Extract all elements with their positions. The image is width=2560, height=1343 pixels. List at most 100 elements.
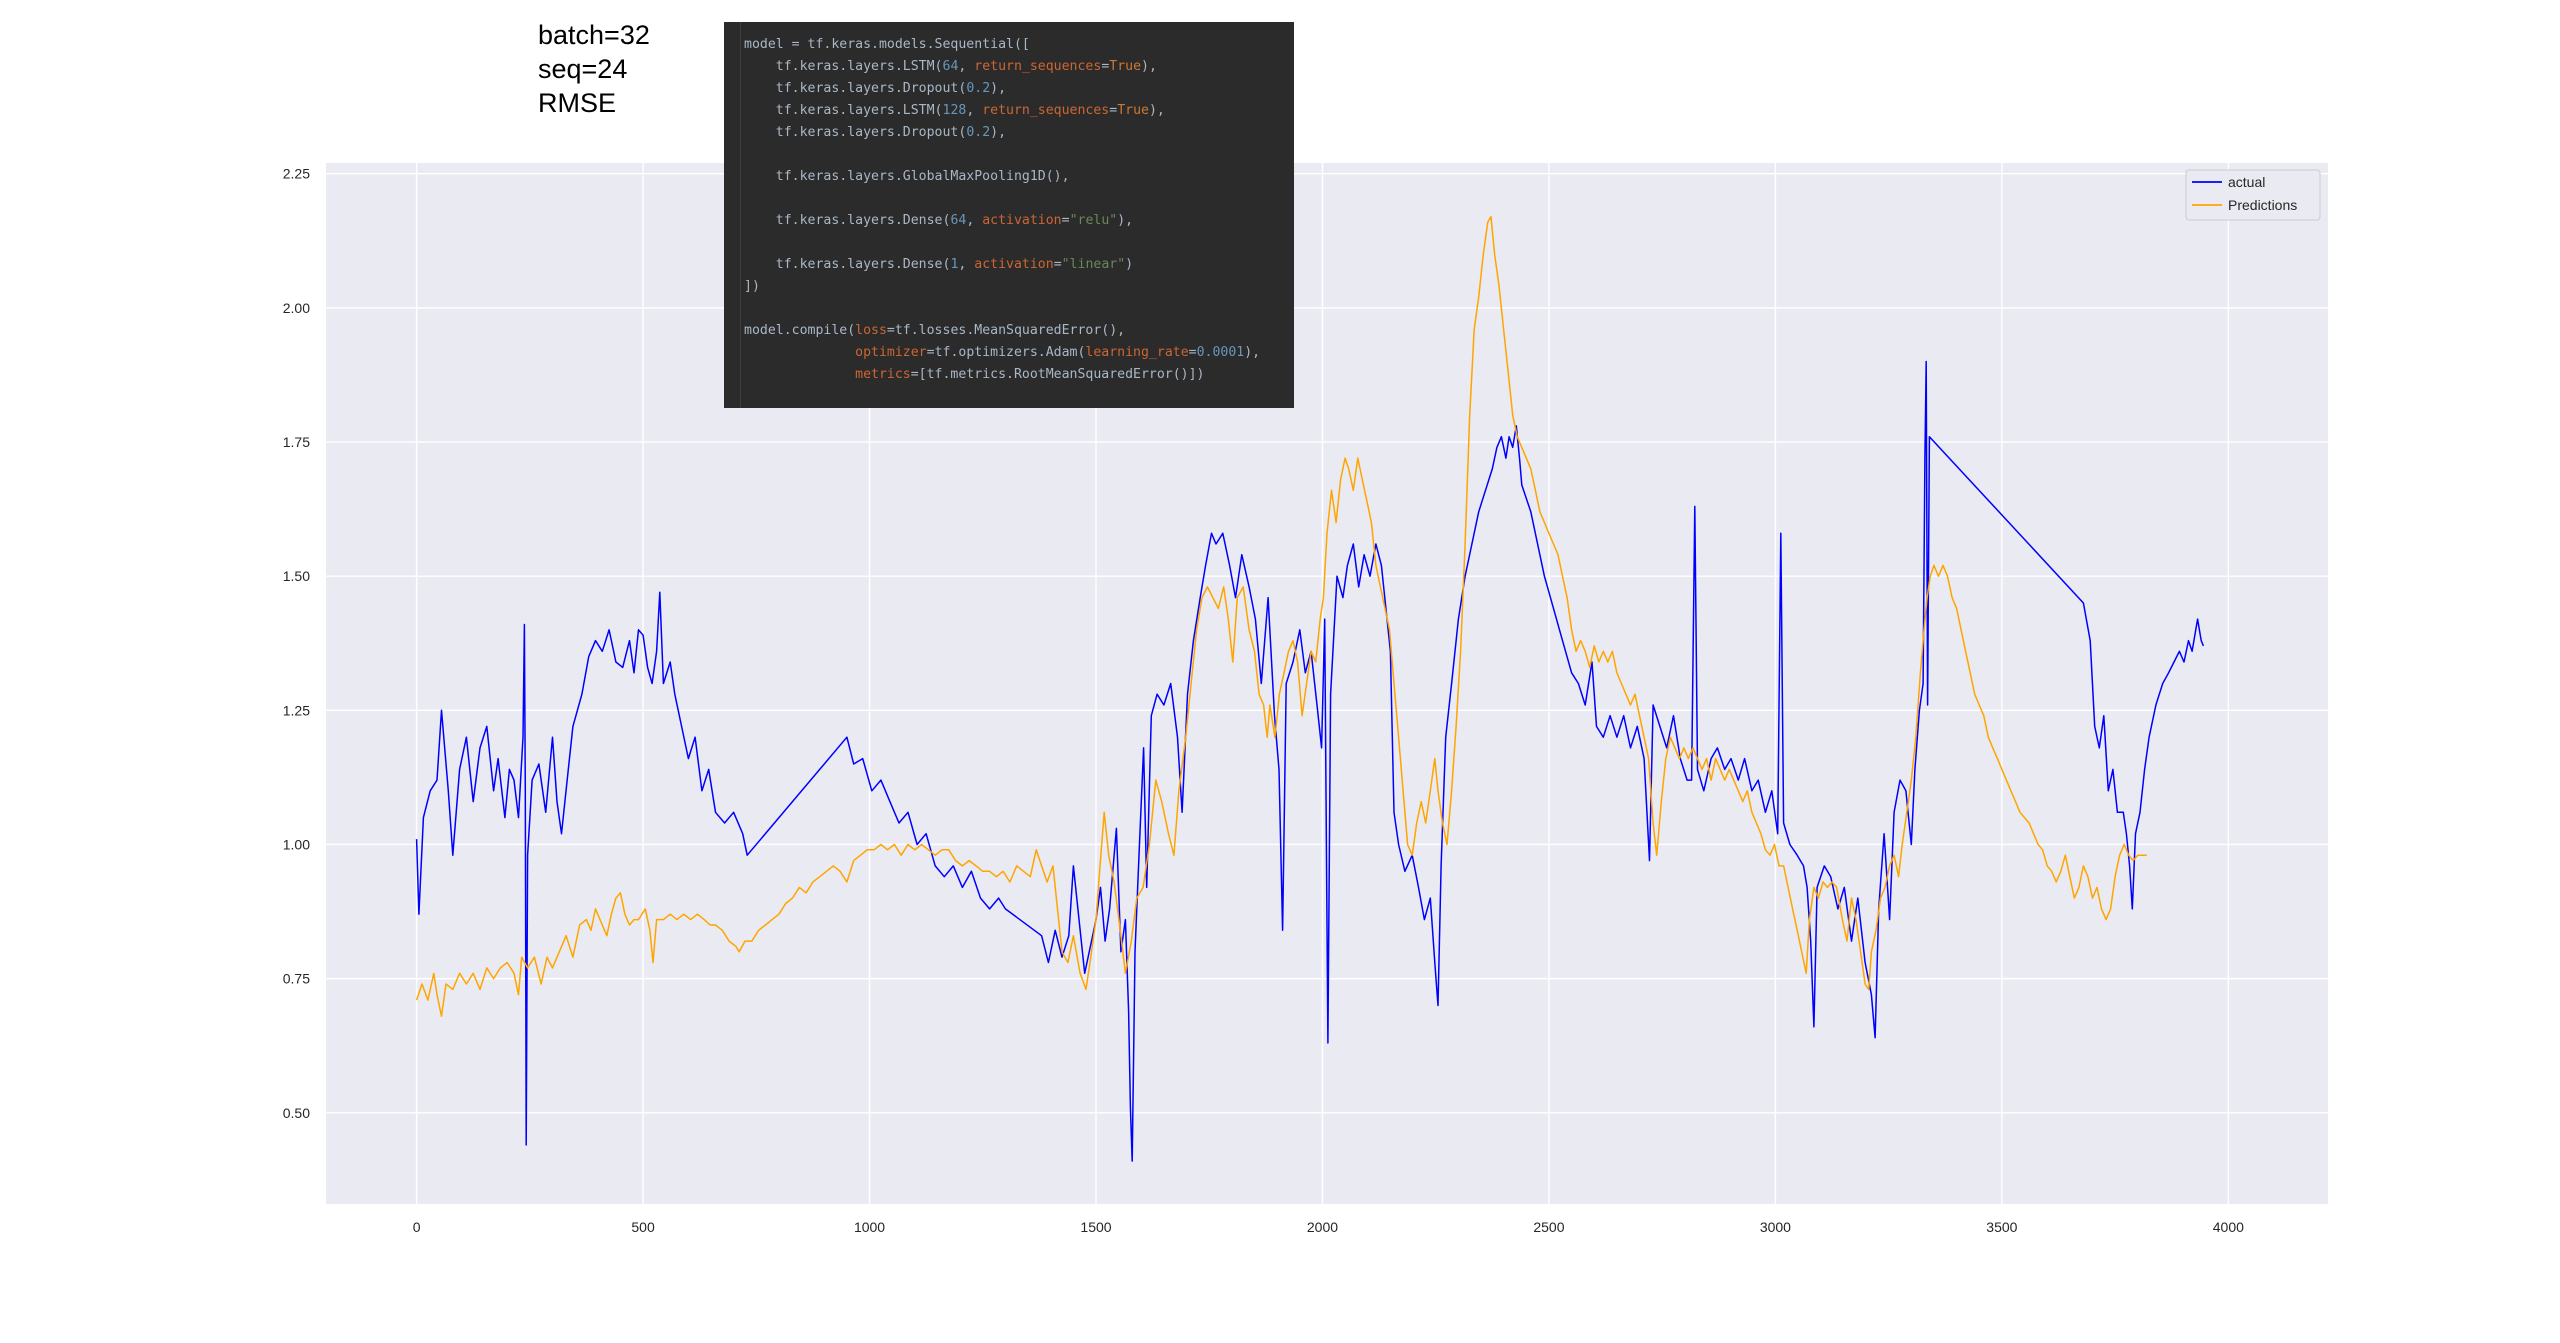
code-token: ), xyxy=(1141,59,1157,74)
code-token: True xyxy=(1117,103,1149,118)
code-line: ]) xyxy=(744,276,1260,298)
code-token: ), xyxy=(1117,213,1134,228)
code-line: tf.keras.layers.Dropout(0.2), xyxy=(744,122,1260,144)
code-token: = xyxy=(1188,345,1197,360)
code-token: ) xyxy=(1125,257,1134,272)
code-token: , xyxy=(966,213,983,228)
code-token: tf.keras.layers.Dropout( xyxy=(744,81,967,96)
code-line: tf.keras.layers.Dense(1, activation="lin… xyxy=(744,254,1260,276)
x-tick-label: 1500 xyxy=(1080,1219,1111,1235)
x-tick-label: 2000 xyxy=(1307,1219,1338,1235)
code-token: optimizer xyxy=(855,345,927,360)
x-tick-label: 3000 xyxy=(1760,1219,1791,1235)
code-line: tf.keras.layers.Dense(64, activation="re… xyxy=(744,210,1260,232)
code-token: return_sequences xyxy=(974,59,1102,74)
legend-label-actual: actual xyxy=(2228,174,2265,190)
code-token: tf.keras.layers.LSTM( xyxy=(744,59,943,74)
code-token: ), xyxy=(1148,103,1165,118)
y-tick-label: 2.00 xyxy=(283,300,310,316)
code-token: loss xyxy=(855,323,887,338)
code-line xyxy=(744,188,1260,210)
code-line: metrics=[tf.metrics.RootMeanSquaredError… xyxy=(744,364,1260,386)
code-line xyxy=(744,298,1260,320)
code-token: =tf.losses.MeanSquaredError(), xyxy=(886,323,1126,338)
code-line: model.compile(loss=tf.losses.MeanSquared… xyxy=(744,320,1260,342)
code-token: , xyxy=(966,103,983,118)
code-token: model = tf.keras.models.Sequential([ xyxy=(744,37,1030,52)
x-axis-ticks: 0 500 1000 1500 2000 2500 3000 3500 4000 xyxy=(413,1219,2244,1235)
code-token: model.compile( xyxy=(744,323,856,338)
code-token: ), xyxy=(990,125,1007,140)
code-token: 128 xyxy=(942,103,967,118)
code-token: =[tf.metrics.RootMeanSquaredError()]) xyxy=(910,367,1205,382)
note-batch: batch=32 xyxy=(538,20,650,50)
code-line: tf.keras.layers.LSTM(128, return_sequenc… xyxy=(744,100,1260,122)
plot-area xyxy=(326,163,2328,1204)
code-token: 0.2 xyxy=(966,125,991,140)
code-token: 64 xyxy=(942,59,959,74)
series-line-predictions xyxy=(415,215,2147,1017)
code-token: learning_rate xyxy=(1085,345,1189,360)
code-token: , xyxy=(958,59,975,74)
code-token: tf.keras.layers.GlobalMaxPooling1D(), xyxy=(744,169,1070,184)
code-token: True xyxy=(1109,59,1142,74)
y-tick-label: 1.75 xyxy=(283,434,310,450)
code-token: 64 xyxy=(950,213,967,228)
code-gutter xyxy=(740,22,741,408)
code-token: = xyxy=(1109,103,1118,118)
code-line: tf.keras.layers.Dropout(0.2), xyxy=(744,78,1260,100)
code-line xyxy=(744,232,1260,254)
code-token: 0.2 xyxy=(966,81,991,96)
code-screenshot: model = tf.keras.models.Sequential([ tf.… xyxy=(724,22,1294,408)
y-tick-label: 1.00 xyxy=(283,836,310,852)
x-tick-label: 4000 xyxy=(2213,1219,2244,1235)
code-line: tf.keras.layers.LSTM(64, return_sequence… xyxy=(744,56,1260,78)
x-tick-label: 0 xyxy=(413,1219,421,1235)
code-token: , xyxy=(958,257,975,272)
y-tick-label: 2.25 xyxy=(283,166,310,182)
code-token: "relu" xyxy=(1069,213,1118,228)
code-token: =tf.optimizers.Adam( xyxy=(926,345,1086,360)
y-tick-label: 0.50 xyxy=(283,1105,310,1121)
code-token: "linear" xyxy=(1061,257,1126,272)
code-line: model = tf.keras.models.Sequential([ xyxy=(744,34,1260,56)
grid-lines xyxy=(326,163,2328,1204)
code-token: metrics xyxy=(855,367,911,382)
y-axis-ticks: 0.50 0.75 1.00 1.25 1.50 1.75 2.00 2.25 xyxy=(283,166,310,1121)
code-line: optimizer=tf.optimizers.Adam(learning_ra… xyxy=(744,342,1260,364)
code-token: 0.0001 xyxy=(1196,345,1245,360)
x-tick-label: 500 xyxy=(631,1219,655,1235)
x-tick-label: 3500 xyxy=(1986,1219,2017,1235)
code-token: = xyxy=(1053,257,1062,272)
code-line: tf.keras.layers.GlobalMaxPooling1D(), xyxy=(744,166,1260,188)
code-token: ]) xyxy=(744,279,760,294)
code-token xyxy=(744,345,855,360)
legend: actual Predictions xyxy=(2185,169,2321,221)
code-token: tf.keras.layers.Dropout( xyxy=(744,125,967,140)
code-token: ), xyxy=(990,81,1007,96)
code-token: = xyxy=(1101,59,1110,74)
code-token: tf.keras.layers.Dense( xyxy=(744,213,951,228)
code-token: ), xyxy=(1244,345,1261,360)
note-seq: seq=24 xyxy=(538,54,628,84)
code-token: return_sequences xyxy=(982,103,1110,118)
series-line-actual xyxy=(415,360,2205,1162)
x-tick-label: 2500 xyxy=(1533,1219,1564,1235)
code-token: 1 xyxy=(950,257,959,272)
code-token: = xyxy=(1061,213,1070,228)
code-token: activation xyxy=(974,257,1054,272)
legend-label-predictions: Predictions xyxy=(2228,197,2297,213)
code-token: tf.keras.layers.Dense( xyxy=(744,257,951,272)
code-token xyxy=(744,367,855,382)
note-metric: RMSE xyxy=(538,88,617,118)
notes-annotation: batch=32 seq=24 RMSE xyxy=(538,18,650,120)
code-line xyxy=(744,144,1260,166)
y-tick-label: 1.50 xyxy=(283,568,310,584)
y-tick-label: 0.75 xyxy=(283,971,310,987)
code-token: tf.keras.layers.LSTM( xyxy=(744,103,943,118)
series-layer xyxy=(415,215,2205,1162)
code-token: activation xyxy=(982,213,1062,228)
x-tick-label: 1000 xyxy=(854,1219,885,1235)
code-block: model = tf.keras.models.Sequential([ tf.… xyxy=(744,34,1260,386)
